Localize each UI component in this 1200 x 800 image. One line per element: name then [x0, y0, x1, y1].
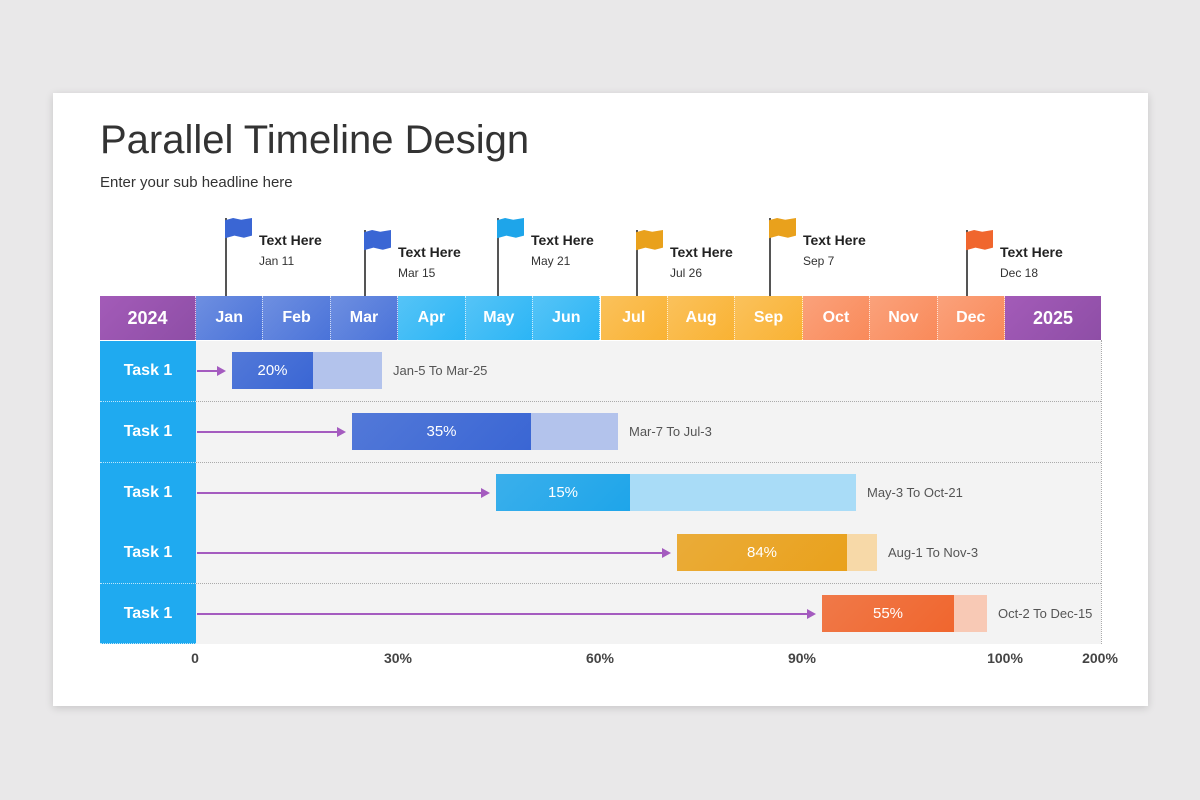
flag-pole — [364, 230, 366, 296]
month-dec: Dec — [937, 296, 1005, 340]
chart-border — [1101, 340, 1102, 644]
milestone-label: Text Here — [398, 244, 461, 260]
milestone-date: Jul 26 — [670, 266, 703, 280]
arrow-icon — [197, 488, 490, 498]
progress-bar-complete: 20% — [232, 352, 313, 389]
date-range: Mar-7 To Jul-3 — [629, 424, 712, 439]
task-label: Task 1 — [100, 523, 196, 584]
progress-bar-remaining — [630, 474, 856, 511]
flag-icon — [769, 218, 796, 239]
progress-bar-complete: 35% — [352, 413, 531, 450]
month-jul: Jul — [600, 296, 668, 340]
date-range: May-3 To Oct-21 — [867, 485, 963, 500]
task-label: Task 1 — [100, 584, 196, 644]
page-title: Parallel Timeline Design — [100, 118, 530, 162]
month-jan: Jan — [196, 296, 264, 340]
task-row — [196, 402, 1101, 463]
milestone-date: Mar 15 — [398, 266, 436, 280]
flag-pole — [225, 218, 227, 296]
milestone-label: Text Here — [1000, 244, 1063, 260]
progress-bar-remaining — [313, 352, 382, 389]
flag-icon — [225, 218, 252, 239]
progress-bar-complete: 55% — [822, 595, 954, 632]
month-mar: Mar — [330, 296, 399, 340]
task-label: Task 1 — [100, 463, 196, 524]
subtitle: Enter your sub headline here — [100, 174, 293, 191]
year-start: 2024 — [100, 296, 196, 340]
month-apr: Apr — [398, 296, 466, 340]
flag-icon — [497, 218, 524, 239]
month-aug: Aug — [667, 296, 736, 340]
progress-bar-complete: 15% — [496, 474, 630, 511]
flag-pole — [769, 218, 771, 296]
date-range: Oct-2 To Dec-15 — [998, 606, 1093, 621]
milestone-label: Text Here — [531, 232, 594, 248]
milestone-date: Jan 11 — [259, 254, 295, 268]
axis-tick-label: 100% — [987, 650, 1023, 666]
axis-tick-label: 60% — [585, 650, 615, 666]
arrow-icon — [197, 427, 346, 437]
task-label: Task 1 — [100, 402, 196, 463]
progress-bar-complete: 84% — [677, 534, 847, 571]
axis-tick-label: 200% — [1082, 650, 1118, 666]
month-jun: Jun — [533, 296, 601, 340]
arrow-icon — [197, 609, 816, 619]
year-end: 2025 — [1005, 296, 1101, 340]
milestone-date: May 21 — [531, 254, 571, 268]
progress-bar-remaining — [531, 413, 618, 450]
date-range: Aug-1 To Nov-3 — [888, 545, 979, 560]
month-oct: Oct — [802, 296, 871, 340]
month-nov: Nov — [870, 296, 938, 340]
task-label: Task 1 — [100, 341, 196, 402]
flag-pole — [966, 230, 968, 296]
month-sep: Sep — [735, 296, 803, 340]
axis-tick-label: 0 — [191, 650, 199, 666]
milestone-date: Sep 7 — [803, 254, 835, 268]
month-may: May — [465, 296, 534, 340]
milestone-label: Text Here — [259, 232, 322, 248]
flag-pole — [497, 218, 499, 296]
milestone-label: Text Here — [670, 244, 733, 260]
progress-bar-remaining — [954, 595, 987, 632]
axis-tick-label: 90% — [787, 650, 817, 666]
flag-icon — [364, 230, 391, 251]
axis-tick-label: 30% — [383, 650, 413, 666]
arrow-icon — [197, 548, 671, 558]
date-range: Jan-5 To Mar-25 — [393, 363, 488, 378]
flag-pole — [636, 230, 638, 296]
progress-bar-remaining — [847, 534, 877, 571]
month-feb: Feb — [263, 296, 331, 340]
flag-icon — [636, 230, 663, 251]
milestone-label: Text Here — [803, 232, 866, 248]
arrow-icon — [197, 366, 226, 376]
flag-icon — [966, 230, 993, 251]
milestone-date: Dec 18 — [1000, 266, 1039, 280]
